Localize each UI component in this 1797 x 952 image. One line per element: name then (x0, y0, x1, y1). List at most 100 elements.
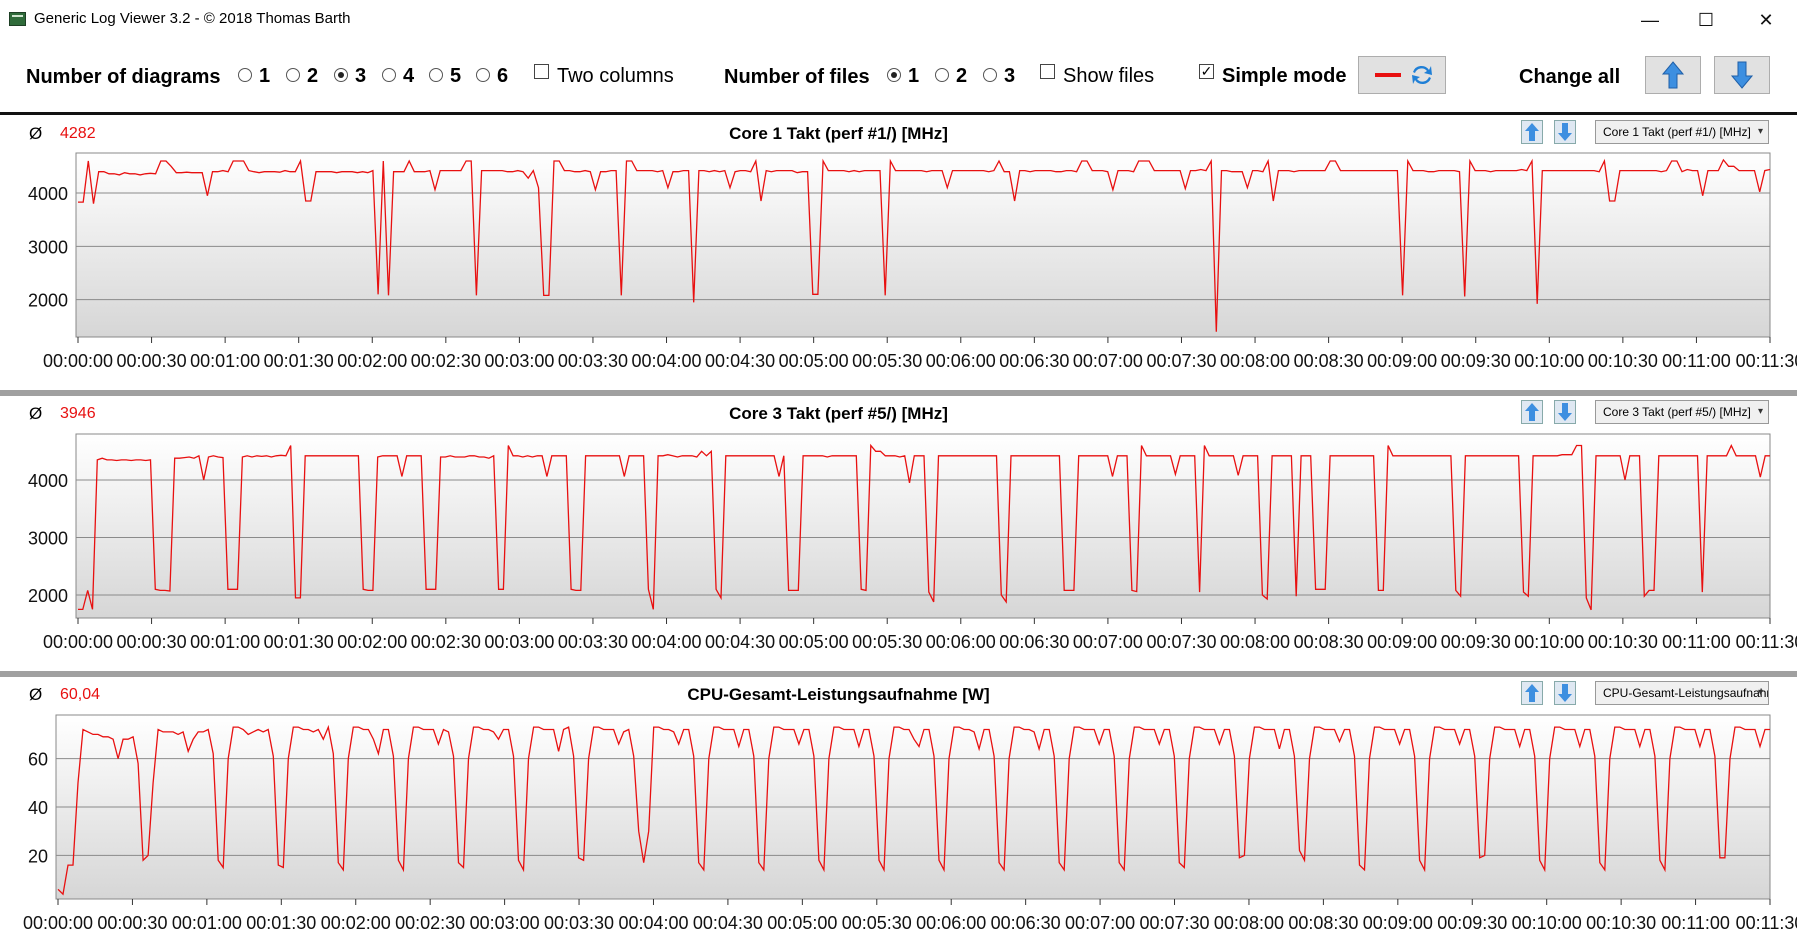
panel-up-button[interactable] (1521, 400, 1543, 424)
channel-select[interactable]: Core 1 Takt (perf #1/) [MHz] ▾ (1595, 120, 1769, 144)
x-tick-label: 00:07:00 (1065, 913, 1135, 933)
average-symbol: Ø (29, 685, 43, 704)
simple-mode-label: Simple mode (1222, 65, 1347, 87)
panel-down-button[interactable] (1554, 400, 1576, 424)
panel-up-button[interactable] (1521, 681, 1543, 705)
x-tick-label: 00:00:30 (117, 632, 187, 652)
series-line (57, 724, 1770, 896)
x-tick-label: 00:07:00 (1073, 632, 1143, 652)
line-color-button[interactable] (1358, 56, 1446, 94)
x-tick-label: 00:10:30 (1588, 632, 1658, 652)
panel-divider[interactable] (0, 390, 1797, 396)
x-tick-label: 00:03:00 (470, 913, 540, 933)
panel-up-button[interactable] (1521, 120, 1543, 144)
arrow-up-icon (1525, 403, 1539, 421)
files-radio-3[interactable] (983, 68, 997, 82)
x-tick-label: 00:00:00 (23, 913, 93, 933)
diagrams-radio-6-label: 6 (497, 65, 509, 87)
diagrams-radio-4[interactable] (382, 68, 396, 82)
x-tick-label: 00:01:00 (190, 632, 260, 652)
x-tick-label: 00:04:00 (618, 913, 688, 933)
x-tick-label: 00:08:00 (1214, 913, 1284, 933)
x-tick-label: 00:10:00 (1514, 351, 1584, 371)
diagrams-radio-3[interactable] (334, 68, 348, 82)
panel-down-button[interactable] (1554, 681, 1576, 705)
diagram-title: CPU-Gesamt-Leistungsaufnahme [W] (687, 685, 990, 704)
y-tick-label: 20 (28, 846, 48, 866)
panel-divider[interactable] (0, 671, 1797, 677)
window-title: Generic Log Viewer 3.2 - © 2018 Thomas B… (34, 10, 351, 27)
x-tick-label: 00:01:00 (172, 913, 242, 933)
arrow-up-icon (1525, 123, 1539, 141)
x-tick-label: 00:09:30 (1441, 632, 1511, 652)
panel-down-button[interactable] (1554, 120, 1576, 144)
chevron-down-icon: ▾ (1757, 406, 1763, 417)
x-tick-label: 00:05:00 (779, 632, 849, 652)
diagram-panel-2: Ø 3946 Core 3 Takt (perf #5/) [MHz] Core… (0, 396, 1797, 671)
minimize-button[interactable]: — (1622, 0, 1678, 40)
x-tick-label: 00:11:30 (1736, 351, 1797, 371)
arrow-down-icon (1558, 403, 1572, 421)
diagrams-radio-1[interactable] (238, 68, 252, 82)
diagrams-radio-2[interactable] (286, 68, 300, 82)
x-tick-label: 00:09:00 (1367, 632, 1437, 652)
files-radio-1[interactable] (887, 68, 901, 82)
x-tick-label: 00:05:30 (842, 913, 912, 933)
y-tick-label: 40 (28, 798, 48, 818)
x-tick-label: 00:00:00 (43, 351, 113, 371)
x-tick-label: 00:04:30 (705, 351, 775, 371)
average-symbol: Ø (29, 404, 43, 423)
x-tick-label: 00:02:00 (321, 913, 391, 933)
x-tick-label: 00:06:30 (991, 913, 1061, 933)
x-tick-label: 00:00:30 (97, 913, 167, 933)
diagrams-radio-1-label: 1 (259, 65, 271, 87)
x-tick-label: 00:06:30 (999, 632, 1069, 652)
x-tick-label: 00:03:30 (544, 913, 614, 933)
x-tick-label: 00:03:30 (558, 351, 628, 371)
files-radio-2[interactable] (935, 68, 949, 82)
x-tick-label: 00:06:30 (999, 351, 1069, 371)
diagrams-radio-6[interactable] (476, 68, 490, 82)
average-value: 3946 (60, 405, 96, 422)
x-tick-label: 00:09:30 (1437, 913, 1507, 933)
x-tick-label: 00:00:30 (117, 351, 187, 371)
x-tick-label: 00:10:00 (1512, 913, 1582, 933)
close-button[interactable]: ✕ (1738, 0, 1794, 40)
maximize-button[interactable]: ☐ (1678, 0, 1734, 40)
files-radio-2-label: 2 (956, 65, 968, 87)
two-columns-checkbox[interactable] (534, 64, 549, 79)
x-tick-label: 00:03:00 (484, 351, 554, 371)
diagrams-radio-5[interactable] (429, 68, 443, 82)
diagram-title: Core 1 Takt (perf #1/) [MHz] (729, 124, 948, 143)
minimize-icon: — (1641, 9, 1659, 30)
x-tick-label: 00:02:00 (337, 632, 407, 652)
plot-area (75, 433, 1771, 619)
x-tick-label: 00:02:30 (411, 351, 481, 371)
simple-mode-checkbox[interactable]: ✓ (1199, 63, 1214, 79)
x-tick-label: 00:08:30 (1294, 351, 1364, 371)
x-tick-label: 00:04:00 (631, 351, 701, 371)
plot-area (75, 152, 1771, 338)
change-all-down-button[interactable] (1714, 56, 1770, 94)
y-tick-label: 4000 (28, 184, 68, 204)
show-files-checkbox[interactable] (1040, 64, 1055, 79)
x-tick-label: 00:08:00 (1220, 632, 1290, 652)
x-tick-label: 00:11:00 (1661, 913, 1730, 933)
x-tick-label: 00:04:30 (705, 632, 775, 652)
diagram-panel-3: Ø 60,04 CPU-Gesamt-Leistungsaufnahme [W]… (0, 677, 1797, 952)
x-tick-label: 00:09:30 (1441, 351, 1511, 371)
x-tick-label: 00:11:00 (1662, 632, 1731, 652)
two-columns-label: Two columns (557, 65, 674, 87)
x-tick-label: 00:05:30 (852, 351, 922, 371)
x-tick-label: 00:08:00 (1220, 351, 1290, 371)
number-of-diagrams-label: Number of diagrams (26, 66, 221, 88)
x-tick-label: 00:02:30 (395, 913, 465, 933)
channel-select[interactable]: Core 3 Takt (perf #5/) [MHz] ▾ (1595, 400, 1769, 424)
channel-select[interactable]: CPU-Gesamt-Leistungsaufnahme [W] ▾ (1595, 681, 1769, 705)
channel-select-value: Core 1 Takt (perf #1/) [MHz] (1603, 125, 1751, 139)
change-all-up-button[interactable] (1645, 56, 1701, 94)
average-value: 60,04 (60, 686, 101, 703)
x-tick-label: 00:11:00 (1662, 351, 1731, 371)
